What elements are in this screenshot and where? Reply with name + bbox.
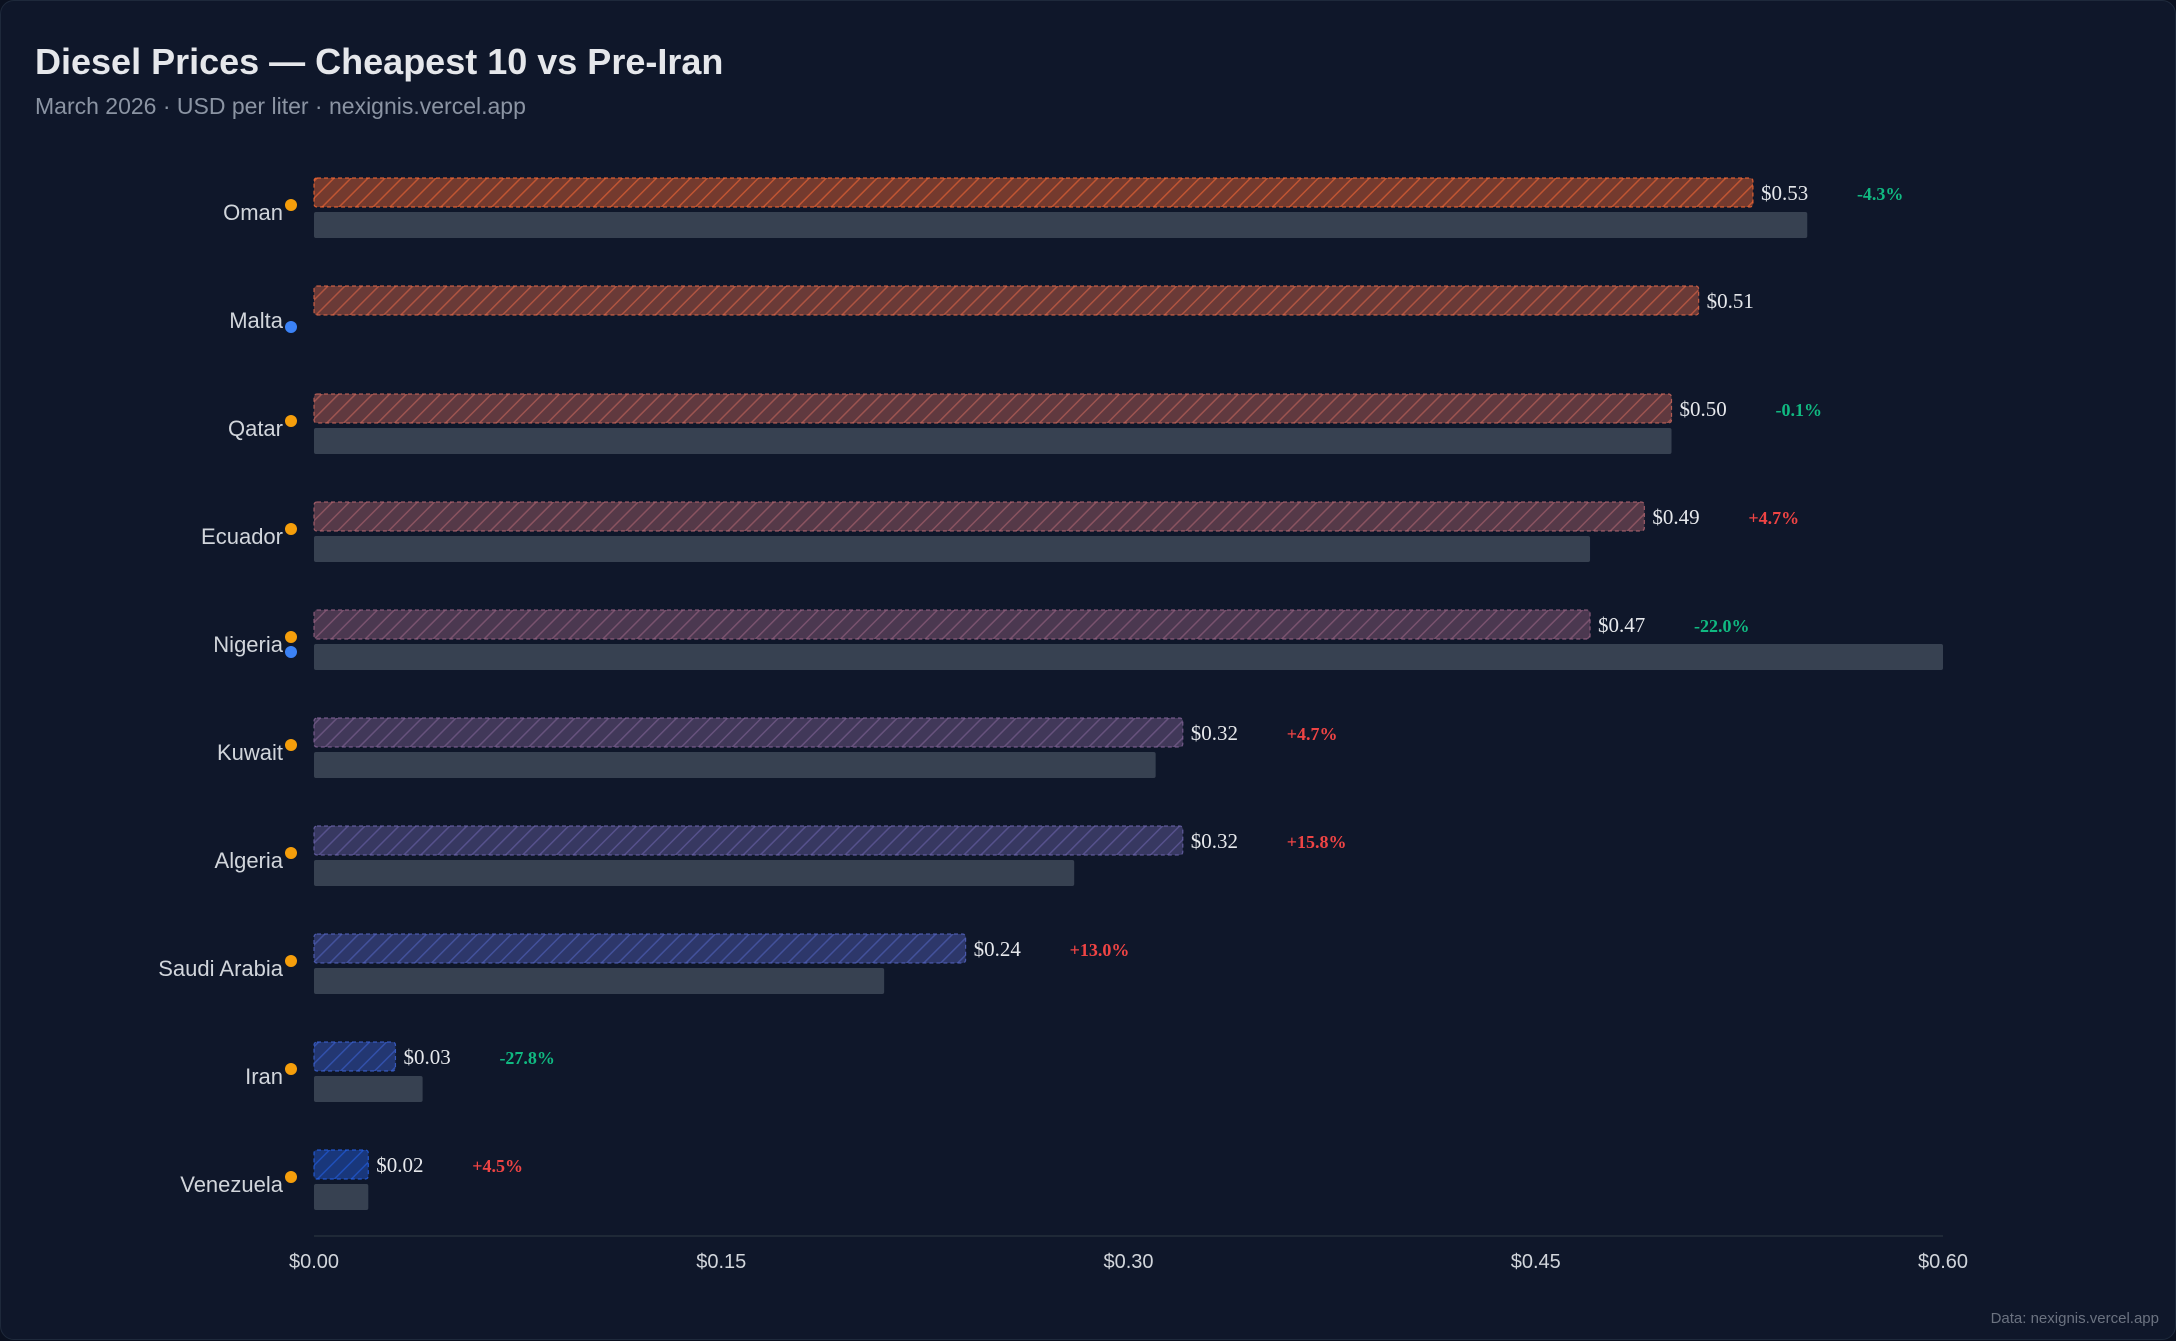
category-label: Nigeria [213, 632, 283, 657]
pre-iran-price-bar [314, 752, 1156, 778]
value-label: $0.24 [974, 937, 1022, 961]
orange-dot-marker [285, 1171, 297, 1183]
orange-dot-marker [285, 955, 297, 967]
value-label: $0.49 [1652, 505, 1699, 529]
pre-iran-price-bar [314, 428, 1672, 454]
pre-iran-price-bar [314, 968, 885, 994]
value-label: $0.32 [1191, 721, 1238, 745]
category-label: Iran [245, 1064, 283, 1089]
category-label: Oman [223, 200, 283, 225]
current-price-bar [313, 717, 1184, 748]
current-price-bar [313, 177, 1754, 208]
current-price-bar [313, 285, 1700, 316]
change-label: +4.7% [1287, 724, 1338, 744]
current-price-bar [313, 933, 967, 964]
chart-title: Diesel Prices — Cheapest 10 vs Pre-Iran [35, 41, 724, 82]
pre-iran-price-bar [314, 644, 1943, 670]
orange-dot-marker [285, 739, 297, 751]
orange-dot-marker [285, 199, 297, 211]
current-price-bar [313, 1149, 369, 1180]
change-label: -0.1% [1776, 400, 1823, 420]
blue-dot-marker [285, 321, 297, 333]
x-tick-label: $0.60 [1918, 1251, 1968, 1273]
change-label: +15.8% [1287, 832, 1347, 852]
x-tick-label: $0.45 [1511, 1251, 1561, 1273]
category-label: Qatar [228, 416, 283, 441]
change-label: +4.5% [472, 1156, 523, 1176]
orange-dot-marker [285, 523, 297, 535]
category-label: Malta [229, 308, 284, 333]
value-label: $0.53 [1761, 181, 1808, 205]
current-price-bar [313, 825, 1184, 856]
pre-iran-price-bar [314, 1076, 423, 1102]
change-label: -4.3% [1857, 184, 1904, 204]
value-label: $0.03 [403, 1045, 450, 1069]
value-label: $0.32 [1191, 829, 1238, 853]
pre-iran-price-bar [314, 1184, 369, 1210]
current-price-bar [313, 1041, 397, 1072]
current-price-bar [313, 393, 1673, 424]
value-label: $0.47 [1598, 613, 1645, 637]
chart-subtitle: March 2026 · USD per liter · nexignis.ve… [35, 93, 526, 119]
category-label: Kuwait [217, 740, 283, 765]
category-label: Saudi Arabia [158, 956, 284, 981]
category-label: Venezuela [180, 1172, 284, 1197]
value-label: $0.50 [1680, 397, 1727, 421]
pre-iran-price-bar [314, 536, 1591, 562]
category-label: Ecuador [201, 524, 283, 549]
change-label: +4.7% [1748, 508, 1799, 528]
orange-dot-marker [285, 631, 297, 643]
change-label: -22.0% [1694, 616, 1750, 636]
x-tick-label: $0.15 [696, 1251, 746, 1273]
orange-dot-marker [285, 415, 297, 427]
data-source-footer: Data: nexignis.vercel.app [1990, 1310, 2159, 1327]
pre-iran-price-bar [314, 860, 1075, 886]
value-label: $0.51 [1707, 289, 1754, 313]
pre-iran-price-bar [314, 212, 1808, 238]
change-label: -27.8% [499, 1048, 555, 1068]
category-label: Algeria [215, 848, 284, 873]
orange-dot-marker [285, 847, 297, 859]
x-tick-label: $0.30 [1103, 1251, 1153, 1273]
value-label: $0.02 [376, 1153, 423, 1177]
current-price-bar [313, 609, 1591, 640]
orange-dot-marker [285, 1063, 297, 1075]
current-price-bar [313, 501, 1645, 532]
blue-dot-marker [285, 646, 297, 658]
x-tick-label: $0.00 [289, 1251, 339, 1273]
change-label: +13.0% [1070, 940, 1130, 960]
